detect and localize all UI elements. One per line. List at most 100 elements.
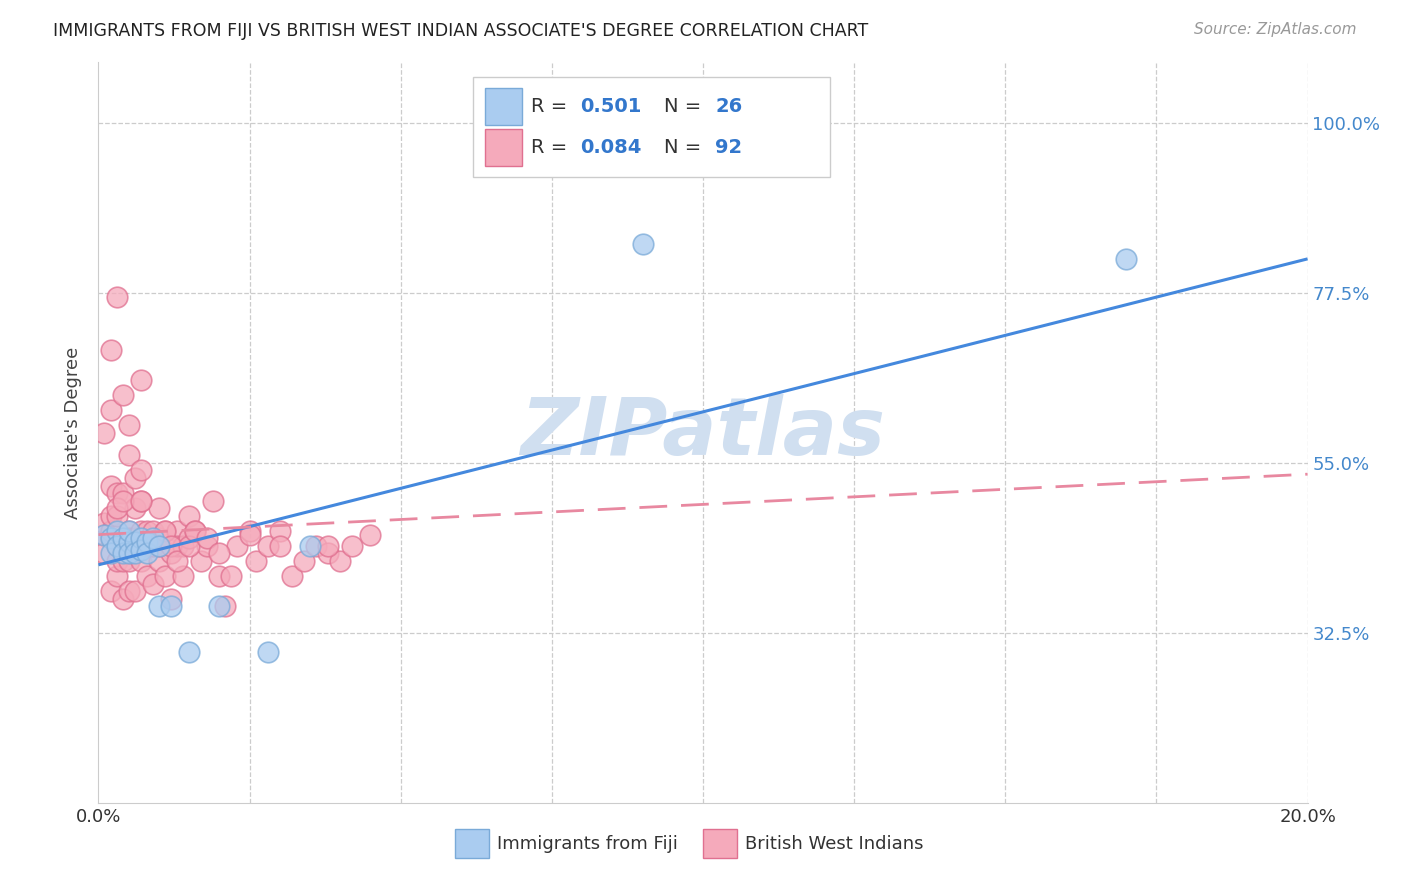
Point (118, 524, 141, 538)
Point (111, 591, 134, 606)
Point (148, 501, 170, 516)
Point (135, 539, 157, 553)
Point (226, 539, 249, 553)
Point (93, 425, 115, 440)
Point (111, 539, 134, 553)
Point (105, 290, 128, 304)
Point (129, 493, 152, 508)
Point (269, 539, 291, 553)
Point (93, 516, 115, 531)
Point (172, 569, 194, 583)
Text: 92: 92 (716, 138, 742, 157)
Point (118, 547, 141, 561)
Point (190, 554, 212, 568)
FancyBboxPatch shape (456, 829, 489, 858)
Point (135, 547, 157, 561)
Point (100, 584, 122, 599)
Point (221, 569, 243, 583)
Point (129, 532, 152, 546)
Point (316, 547, 339, 561)
Point (148, 554, 170, 568)
Point (118, 584, 141, 599)
Point (202, 493, 225, 508)
Point (256, 539, 278, 553)
Point (118, 535, 141, 549)
Point (135, 535, 157, 549)
Point (153, 524, 176, 538)
Point (105, 539, 128, 553)
Point (100, 403, 122, 417)
Point (93, 527, 115, 541)
Point (93, 547, 115, 561)
Point (281, 569, 304, 583)
Point (124, 501, 146, 516)
Point (105, 554, 128, 568)
Point (100, 547, 122, 561)
FancyBboxPatch shape (703, 829, 737, 858)
Point (160, 547, 183, 561)
Point (124, 532, 146, 546)
Point (269, 524, 291, 538)
Point (118, 532, 141, 546)
Text: ZIPatlas: ZIPatlas (520, 393, 886, 472)
Point (124, 547, 146, 561)
Point (342, 539, 364, 553)
Point (148, 539, 170, 553)
Point (184, 524, 207, 538)
Point (166, 539, 188, 553)
Point (305, 539, 328, 553)
Point (111, 532, 134, 546)
Point (105, 569, 128, 583)
Point (124, 539, 146, 553)
Point (111, 388, 134, 402)
FancyBboxPatch shape (485, 129, 522, 166)
Point (153, 569, 176, 583)
Point (118, 524, 141, 538)
Point (105, 539, 128, 553)
Point (160, 539, 183, 553)
Y-axis label: Associate's Degree: Associate's Degree (65, 346, 83, 519)
Point (316, 539, 339, 553)
Text: IMMIGRANTS FROM FIJI VS BRITISH WEST INDIAN ASSOCIATE'S DEGREE CORRELATION CHART: IMMIGRANTS FROM FIJI VS BRITISH WEST IND… (53, 22, 869, 40)
Point (631, 236, 654, 251)
Point (208, 569, 231, 583)
Point (111, 493, 134, 508)
Point (124, 584, 146, 599)
Point (239, 527, 262, 541)
Point (160, 591, 183, 606)
Text: N =: N = (664, 97, 707, 116)
Point (129, 493, 152, 508)
Point (179, 508, 201, 523)
Point (329, 554, 352, 568)
Point (292, 554, 315, 568)
Point (208, 547, 231, 561)
Point (299, 539, 322, 553)
Point (129, 463, 152, 477)
Point (124, 535, 146, 549)
Point (100, 478, 122, 492)
Point (148, 532, 170, 546)
FancyBboxPatch shape (474, 78, 830, 178)
Point (105, 508, 128, 523)
Point (172, 539, 194, 553)
Point (100, 532, 122, 546)
Point (360, 527, 382, 541)
Text: 0.501: 0.501 (579, 97, 641, 116)
Point (124, 471, 146, 485)
Point (148, 599, 170, 614)
Point (118, 418, 141, 433)
Point (1115, 252, 1137, 266)
Point (166, 554, 188, 568)
Text: Source: ZipAtlas.com: Source: ZipAtlas.com (1194, 22, 1357, 37)
Point (129, 373, 152, 387)
Point (184, 524, 207, 538)
Point (100, 524, 122, 538)
Point (166, 524, 188, 538)
Point (118, 547, 141, 561)
Point (239, 524, 262, 538)
Point (148, 539, 170, 553)
Point (179, 532, 201, 546)
Point (142, 576, 165, 591)
Point (105, 524, 128, 538)
Point (129, 554, 152, 568)
